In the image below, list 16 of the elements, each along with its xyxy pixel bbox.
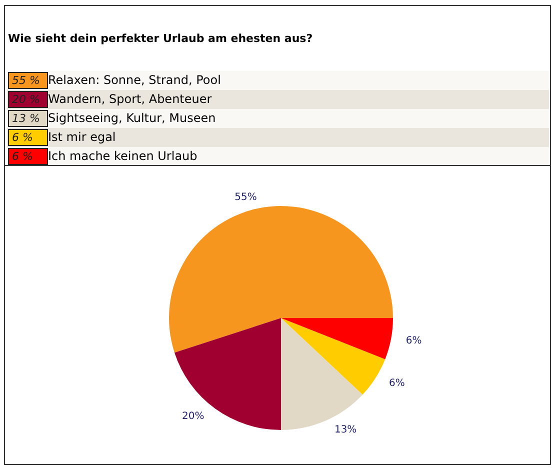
chart-title: Wie sieht dein perfekter Urlaub am ehesten aus?: [8, 32, 313, 45]
data-label: 6%: [389, 378, 405, 389]
data-label: 55%: [234, 192, 257, 203]
legend-label: Sightseeing, Kultur, Museen: [48, 110, 216, 127]
data-label: 13%: [334, 424, 357, 436]
legend-label: Relaxen: Sonne, Strand, Pool: [48, 72, 221, 89]
legend-label: Wandern, Sport, Abenteuer: [48, 91, 212, 108]
legend-label: Ich mache keinen Urlaub: [48, 148, 198, 165]
legend-label: Ist mir egal: [48, 129, 116, 146]
text: 13 %: [8, 110, 48, 127]
text: 20 %: [8, 91, 48, 108]
text: 6 %: [8, 148, 48, 165]
text: 55 %: [8, 72, 48, 89]
data-label: 20%: [182, 411, 204, 422]
data-label: 6%: [406, 335, 422, 346]
text: 6 %: [8, 129, 48, 146]
